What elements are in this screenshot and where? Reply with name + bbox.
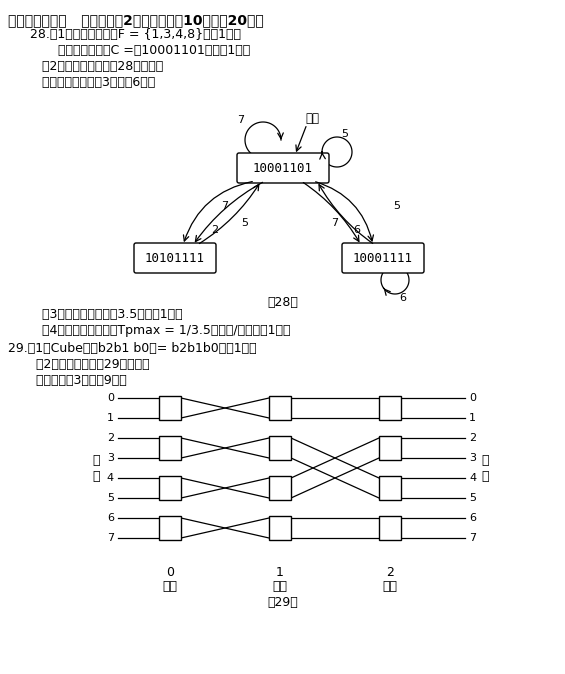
- Text: 6: 6: [399, 293, 406, 303]
- Text: （转换状态正确各3分，其6分）: （转换状态正确各3分，其6分）: [14, 76, 155, 89]
- Text: （4）最大吞吐率为：Tpmax = 1/3.5（任务/拍）；（1分）: （4）最大吞吐率为：Tpmax = 1/3.5（任务/拍）；（1分）: [14, 324, 290, 337]
- Text: 29.（1）Cube（（b2b1 b0）= b2b1b0；（1分）: 29.（1）Cube（（b2b1 b0）= b2b1b0；（1分）: [8, 342, 257, 355]
- Text: （每级正确3分，共9分）: （每级正确3分，共9分）: [8, 374, 127, 387]
- Text: 5: 5: [241, 218, 249, 228]
- Bar: [269, 396, 291, 420]
- Text: 出: 出: [481, 454, 489, 466]
- Text: 1: 1: [107, 413, 114, 423]
- FancyBboxPatch shape: [237, 153, 329, 183]
- Text: 初始冲突向量：C =（10001101）；（1分）: 初始冲突向量：C =（10001101）；（1分）: [14, 44, 250, 57]
- Text: （2）状态转移图如答28图所示；: （2）状态转移图如答28图所示；: [14, 60, 163, 73]
- Text: 4: 4: [469, 473, 476, 483]
- Text: 7: 7: [469, 533, 476, 543]
- Text: 7: 7: [221, 201, 229, 211]
- Text: 10001111: 10001111: [353, 251, 413, 264]
- Text: 直连: 直连: [272, 580, 288, 593]
- Text: 5: 5: [341, 129, 349, 139]
- Text: 答28图: 答28图: [268, 296, 298, 309]
- Text: 2: 2: [107, 433, 114, 443]
- Text: 10101111: 10101111: [145, 251, 205, 264]
- Text: 6: 6: [354, 225, 360, 235]
- Text: 初始: 初始: [305, 111, 319, 125]
- Bar: [379, 516, 401, 540]
- Bar: [159, 396, 181, 420]
- Text: 10001101: 10001101: [253, 162, 313, 175]
- Text: 6: 6: [107, 513, 114, 523]
- Text: 0: 0: [107, 393, 114, 403]
- FancyBboxPatch shape: [342, 243, 424, 273]
- Text: 5: 5: [469, 493, 476, 503]
- Bar: [269, 476, 291, 500]
- Text: 答29图: 答29图: [268, 596, 298, 609]
- Bar: [379, 476, 401, 500]
- Text: 1: 1: [276, 566, 284, 579]
- Bar: [159, 476, 181, 500]
- Text: 6: 6: [469, 513, 476, 523]
- Text: 7: 7: [107, 533, 114, 543]
- Text: 7: 7: [332, 218, 338, 228]
- Text: 端: 端: [92, 470, 100, 483]
- Text: 5: 5: [393, 201, 401, 211]
- Bar: [379, 436, 401, 460]
- Text: （2）拓扑结构如答29图所示；: （2）拓扑结构如答29图所示；: [8, 358, 150, 371]
- Text: 3: 3: [107, 453, 114, 463]
- Text: 1: 1: [469, 413, 476, 423]
- FancyBboxPatch shape: [134, 243, 216, 273]
- Text: 0: 0: [469, 393, 476, 403]
- Bar: [159, 436, 181, 460]
- Bar: [379, 396, 401, 420]
- Bar: [159, 516, 181, 540]
- Bar: [269, 436, 291, 460]
- Text: 2: 2: [211, 225, 219, 235]
- Text: 2: 2: [386, 566, 394, 579]
- Text: 3: 3: [469, 453, 476, 463]
- Text: 28.（1）延迟禁止表：F = {1,3,4,8}；（1分）: 28.（1）延迟禁止表：F = {1,3,4,8}；（1分）: [14, 28, 241, 41]
- Text: 4: 4: [107, 473, 114, 483]
- Text: 7: 7: [237, 115, 245, 125]
- Text: 交换: 交换: [383, 580, 398, 593]
- Text: 0: 0: [166, 566, 174, 579]
- Text: 5: 5: [107, 493, 114, 503]
- Text: （3）最小平均延迟为3.5拍；（1分）: （3）最小平均延迟为3.5拍；（1分）: [14, 308, 182, 321]
- Text: 交换: 交换: [163, 580, 177, 593]
- Text: 端: 端: [481, 470, 489, 483]
- Bar: [269, 516, 291, 540]
- Text: 入: 入: [92, 454, 100, 466]
- Text: 五、综合应用题   （本大题共2小题，每小题10分，共20分）: 五、综合应用题 （本大题共2小题，每小题10分，共20分）: [8, 13, 264, 27]
- Text: 2: 2: [469, 433, 476, 443]
